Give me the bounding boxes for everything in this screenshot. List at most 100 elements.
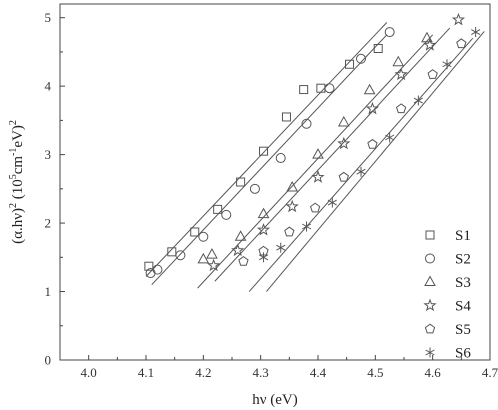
data-point-s4-1 [207,258,221,272]
legend-marker-s3 [424,275,436,286]
x-tick-label: 4.1 [138,365,154,380]
legend-label-s3: S3 [455,275,471,291]
data-point-s5-9 [456,38,467,49]
legend: S1 S2 S3 S4 S5 S6 [423,228,471,362]
data-point-s1-1 [144,261,154,271]
data-point-s1-10 [345,59,355,69]
data-point-s2-1 [145,268,156,279]
data-point-s3-6 [312,148,324,159]
data-point-s2-5 [221,209,232,220]
data-point-s2-10 [356,53,366,64]
data-point-s6-7 [413,95,423,106]
y-tick-label: 5 [45,10,52,25]
axis-ticks: 4.0 4.1 4.2 4.3 4.4 4.5 4.6 4.7 0 1 2 3 4 5 [45,10,498,380]
data-point-s2-3 [175,250,186,261]
legend-label-s1: S1 [455,228,471,244]
data-point-s2-9 [324,83,335,94]
data-point-s1-4 [213,204,223,214]
data-point-s5-4 [309,202,321,213]
data-point-s2-2 [152,264,163,275]
data-point-s2-11 [384,27,395,38]
legend-label-s4: S4 [455,299,471,315]
data-point-s1-7 [281,112,291,122]
data-point-s2-8 [301,118,312,129]
data-point-s3-5 [286,180,299,192]
fit-line-s6 [266,31,485,292]
y-axis-title-exp2: 5 [8,174,19,179]
data-point-s6-6 [385,132,395,143]
legend-item-s5: S5 [424,322,471,338]
x-axis-title: hν (eV) [252,392,298,408]
data-markers [144,12,481,279]
data-point-s5-3 [284,226,295,237]
data-point-s1-6 [259,146,269,156]
fit-lines [145,22,485,292]
legend-item-s4: S4 [423,298,471,315]
x-tick-label: 4.6 [425,365,442,380]
data-point-s4-3 [256,222,271,236]
plot-frame [59,3,491,361]
data-point-s5-7 [395,103,407,114]
data-point-s6-3 [301,221,312,232]
y-axis-title-unit-close: eV) [10,125,26,148]
y-tick-label: 4 [45,79,52,94]
data-point-s6-4 [327,197,337,208]
data-point-s1-5 [236,177,246,187]
data-point-s3-2 [206,248,218,259]
x-tick-label: 4.7 [482,365,498,380]
fit-line-s3 [197,34,434,289]
data-point-s3-10 [421,31,433,43]
legend-item-s1: S1 [425,228,471,244]
legend-marker-s1 [425,230,435,240]
data-point-s4-7 [365,101,380,115]
y-tick-label: 3 [45,147,52,162]
data-point-s4-10 [451,12,466,26]
data-point-s4-2 [231,243,245,257]
legend-label-s5: S5 [455,322,471,338]
data-point-s2-7 [275,153,286,164]
y-axis-title-exp3: -1 [8,148,19,156]
fit-line-s2 [151,34,388,286]
data-point-s6-5 [356,166,366,177]
data-point-s1-8 [299,85,309,95]
legend-label-s6: S6 [455,346,471,362]
y-axis-title-exp1: 2 [8,203,19,208]
x-tick-label: 4.5 [367,365,383,380]
data-point-s6-9 [471,27,481,38]
y-axis-title: (α.hν)2 (105cm-1eV)2 [8,120,26,244]
y-tick-label: 1 [45,284,52,299]
data-point-s1-3 [190,227,200,237]
fit-line-s5 [248,37,474,292]
data-point-s4-4 [285,199,299,213]
data-point-s2-6 [249,183,260,194]
legend-marker-s5 [424,323,436,334]
legend-label-s2: S2 [455,252,471,268]
y-axis-title-main: (α.hν) [10,208,26,244]
data-point-s6-8 [442,59,452,70]
data-point-s5-8 [427,69,438,79]
y-axis-title-unit-mid: cm [10,156,26,175]
data-point-s3-1 [197,252,210,264]
x-tick-label: 4.3 [253,365,269,380]
data-point-s5-5 [338,171,349,182]
legend-marker-s6 [425,347,435,358]
x-tick-label: 4.2 [195,365,211,380]
legend-item-s3: S3 [424,275,471,291]
data-point-s6-1 [258,252,269,263]
data-point-s6-2 [276,242,286,253]
data-point-s3-8 [363,83,376,95]
x-tick-label: 4.0 [81,365,97,380]
legend-marker-s4 [423,298,437,312]
data-point-s4-9 [423,38,437,51]
legend-marker-s2 [425,253,435,264]
data-point-s2-4 [198,231,209,242]
y-axis-title-unit-open: (10 [10,179,26,203]
fit-line-s4 [214,27,451,282]
y-tick-label: 2 [45,216,52,231]
legend-item-s6: S6 [425,346,471,362]
legend-item-s2: S2 [425,252,471,268]
data-point-s4-5 [311,170,325,183]
y-axis-title-exp4: 2 [8,120,19,125]
data-point-s4-8 [394,67,408,81]
